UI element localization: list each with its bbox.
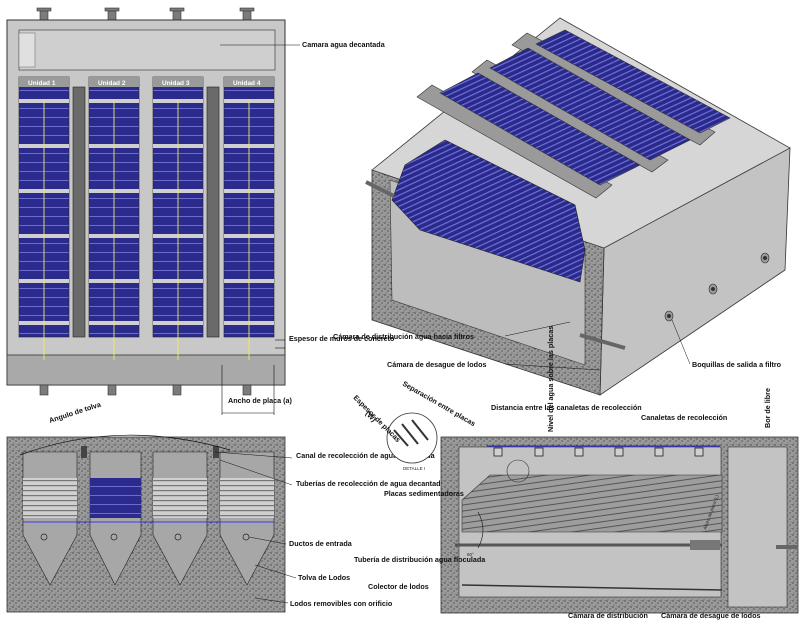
plan-bottom-nozzles bbox=[39, 384, 252, 396]
long-sludge-collector bbox=[461, 584, 723, 591]
long-gutters bbox=[493, 447, 704, 457]
label-collection-channel: Canal de recolección de agua decantada bbox=[296, 451, 436, 460]
unit-4-label: Unidad 4 bbox=[233, 80, 261, 87]
plan-channels bbox=[72, 86, 220, 338]
label-settled-water-chamber: Camara agua decantada bbox=[302, 40, 386, 49]
leader-iso-drain bbox=[504, 363, 601, 371]
longitudinal-section: 60° Distancia entre las canaletas de rec… bbox=[354, 326, 799, 620]
iso-compartments bbox=[416, 29, 731, 199]
label-outlet-nozzles: Boquillas de salida a filtro bbox=[692, 360, 782, 369]
unit-2-label: Unidad 2 bbox=[98, 80, 126, 87]
label-long-drain-chamber: Cámara de desague de lodos bbox=[661, 611, 760, 620]
label-wall-thickness: Espesor de muros de concreto bbox=[289, 334, 395, 343]
label-distribution-chamber: Cámara de distribución bbox=[568, 611, 648, 620]
unit-1-label: Unidad 1 bbox=[28, 80, 56, 87]
long-angle-value: 60° bbox=[467, 552, 474, 557]
label-freeboard: Bor de libre bbox=[763, 388, 772, 428]
leader-dist-chamber bbox=[504, 321, 571, 337]
plan-settled-water-chamber bbox=[18, 29, 276, 71]
plan-chamber-inner bbox=[18, 32, 36, 68]
label-distribution-pipe: Tubería de distribución agua floculada bbox=[354, 555, 486, 564]
label-plate-thickness: Espesor de placas bbox=[352, 393, 403, 444]
label-sludge-hopper: Tolva de Lodos bbox=[298, 573, 350, 582]
iso-outlet-nozzles bbox=[664, 252, 770, 322]
label-water-level: Nivel del agua sobre las placas bbox=[546, 326, 555, 432]
long-detail-marker bbox=[506, 459, 530, 483]
iso-outlet-pipe bbox=[579, 333, 626, 350]
label-gutters: Canaletas de recolección bbox=[641, 413, 727, 422]
plan-top-nozzles bbox=[36, 7, 255, 21]
label-plate-width: Ancho de placa (a) bbox=[228, 396, 293, 405]
long-angle-arc bbox=[477, 511, 484, 549]
cross-section-view: Angulo de tolva Canal de recolección de … bbox=[6, 399, 445, 613]
label-inlet-ducts: Ductos de entrada bbox=[289, 539, 353, 548]
leader-hopper bbox=[254, 564, 297, 579]
detail-plates bbox=[393, 419, 429, 447]
iso-inlet-pipe bbox=[365, 180, 395, 198]
label-settling-plates: Placas sedimentadoras bbox=[384, 489, 464, 498]
label-iso-distribution-chamber: Cámara de distribución agua hacia filtro… bbox=[333, 332, 474, 341]
hopper-angle-arc bbox=[19, 434, 231, 456]
leader-inlet bbox=[248, 536, 287, 545]
long-plates bbox=[461, 474, 723, 533]
section-plates bbox=[23, 478, 274, 523]
label-detail-tag: DETALLE I bbox=[403, 466, 425, 471]
label-iso-drain-chamber: Cámara de desague de lodos bbox=[387, 360, 486, 369]
label-sludge-removal: Lodos removibles con orificio bbox=[290, 599, 393, 608]
label-hopper-angle: Angulo de tolva bbox=[48, 399, 103, 425]
label-sludge-collector: Colector de lodos bbox=[368, 582, 429, 591]
label-gutter-distance: Distancia entre las canaletas de recolec… bbox=[491, 403, 642, 412]
leader-nozzles bbox=[671, 319, 691, 365]
iso-curved-plates bbox=[391, 139, 586, 283]
label-collection-pipes: Tuberías de recolección de agua decantad… bbox=[296, 479, 445, 488]
plan-pipe-centerlines bbox=[43, 100, 250, 360]
plan-view: Camara agua decantada Unidad 1 Unidad 2 … bbox=[6, 7, 395, 415]
leader-channel bbox=[214, 451, 293, 459]
long-drain-chamber bbox=[727, 446, 788, 608]
plan-bottom-band bbox=[6, 354, 286, 386]
unit-3-label: Unidad 3 bbox=[162, 80, 190, 87]
leader-pipes bbox=[219, 459, 293, 486]
long-dist-chamber bbox=[690, 540, 720, 550]
leader-removal bbox=[254, 597, 289, 604]
isometric-view: Cámara de distribución agua hacia filtro… bbox=[333, 17, 791, 396]
